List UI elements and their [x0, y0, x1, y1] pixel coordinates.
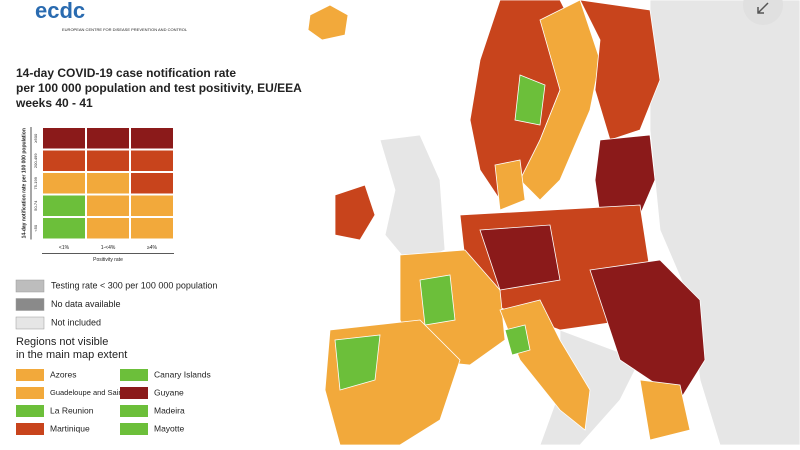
map	[307, 0, 800, 446]
region-label: La Reunion	[50, 405, 94, 415]
column-label: <1%	[59, 245, 70, 251]
matrix-cell	[131, 150, 173, 171]
title: per 100 000 population and test positivi…	[16, 81, 302, 95]
matrix-cell	[87, 128, 129, 149]
region-greece	[639, 379, 691, 441]
region-sweden	[519, 0, 601, 201]
region-swatch	[16, 387, 44, 399]
region-iberia-green	[334, 334, 381, 391]
matrix-cell	[43, 195, 85, 216]
region-germany-high	[479, 224, 561, 291]
matrix-cell	[87, 150, 129, 171]
x-axis-label: Positivity rate	[93, 257, 123, 263]
matrix-cell	[43, 173, 85, 194]
region-label: Madeira	[154, 405, 185, 415]
region-iceland	[307, 4, 349, 41]
matrix-cell	[87, 195, 129, 216]
region-france-green	[419, 274, 456, 326]
matrix-cell	[87, 173, 129, 194]
matrix-cell	[87, 218, 129, 239]
region-swatch	[120, 387, 148, 399]
row-label: ≥500	[33, 133, 38, 143]
region-ireland	[334, 184, 376, 241]
title: 14-day COVID-19 case notification rate	[16, 66, 236, 80]
region-label: Guadeloupe and Saint Martin	[50, 388, 148, 397]
region-swatch	[16, 405, 44, 417]
region-sweden-green	[514, 74, 546, 126]
region-finland	[579, 0, 661, 141]
y-axis-label: 14-day notification rate per 100 000 pop…	[21, 128, 27, 238]
matrix-cell	[131, 218, 173, 239]
region-balkans	[589, 259, 706, 401]
legend-swatch	[15, 298, 45, 311]
regions-title: Regions not visible	[16, 336, 108, 348]
legend-label: No data available	[51, 299, 121, 309]
matrix-cell	[43, 218, 85, 239]
matrix-cell	[131, 128, 173, 149]
logo: ecdc	[35, 0, 85, 23]
legend-label: Not included	[51, 317, 101, 327]
left-panel: 14-day COVID-19 case notification ratepe…	[15, 66, 302, 435]
regions-title: in the main map extent	[16, 349, 127, 361]
row-label: 75-199	[33, 176, 38, 189]
region-swatch	[16, 369, 44, 381]
legend-swatch	[15, 279, 45, 293]
matrix-cell	[43, 150, 85, 171]
column-label: 1-<4%	[101, 245, 116, 251]
expand-icon	[757, 2, 769, 14]
title: weeks 40 - 41	[15, 96, 93, 110]
region-swatch	[120, 405, 148, 417]
region-label: Azores	[50, 369, 76, 379]
logo-subtitle: EUROPEAN CENTRE FOR DISEASE PREVENTION A…	[62, 27, 188, 32]
region-italy-green	[504, 324, 531, 356]
legend-swatch	[15, 316, 45, 330]
legend-label: Testing rate < 300 per 100 000 populatio…	[51, 280, 217, 290]
region-label: Canary Islands	[154, 369, 211, 379]
region-swatch	[120, 423, 148, 435]
row-label: 200-499	[33, 153, 38, 168]
matrix-cell	[43, 128, 85, 149]
matrix-cell	[131, 195, 173, 216]
region-swatch	[120, 369, 148, 381]
region-swatch	[16, 423, 44, 435]
row-label: <50	[33, 224, 38, 232]
column-label: ≥4%	[147, 245, 158, 251]
region-denmark	[494, 159, 526, 211]
region-label: Martinique	[50, 423, 90, 433]
region-label: Guyane	[154, 387, 184, 397]
row-label: 50-74	[33, 200, 38, 211]
matrix-cell	[131, 173, 173, 194]
region-label: Mayotte	[154, 423, 185, 433]
